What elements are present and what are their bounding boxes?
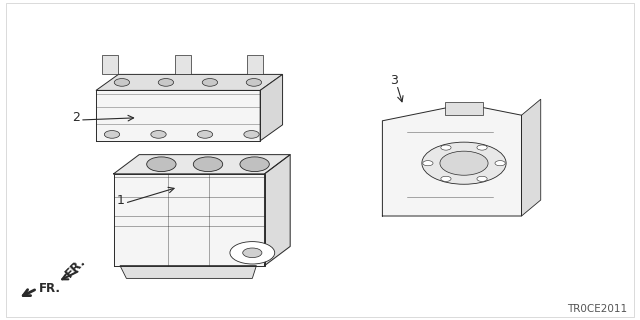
- Text: FR.: FR.: [38, 283, 60, 295]
- Circle shape: [147, 157, 176, 172]
- Circle shape: [151, 131, 166, 138]
- Circle shape: [193, 157, 223, 172]
- Polygon shape: [114, 174, 264, 266]
- Circle shape: [441, 145, 451, 150]
- Polygon shape: [383, 104, 522, 216]
- Circle shape: [230, 242, 275, 264]
- Polygon shape: [96, 91, 260, 141]
- Circle shape: [441, 176, 451, 181]
- Polygon shape: [260, 75, 283, 141]
- Circle shape: [244, 131, 259, 138]
- Circle shape: [495, 161, 505, 166]
- Polygon shape: [114, 155, 290, 174]
- Text: TR0CE2011: TR0CE2011: [567, 304, 627, 314]
- Text: FR.: FR.: [63, 254, 88, 280]
- Text: 1: 1: [117, 194, 125, 207]
- Polygon shape: [175, 55, 191, 75]
- Polygon shape: [102, 55, 118, 75]
- Circle shape: [240, 157, 269, 172]
- Circle shape: [243, 248, 262, 258]
- Circle shape: [477, 176, 487, 181]
- Polygon shape: [96, 75, 283, 91]
- Circle shape: [202, 79, 218, 86]
- Circle shape: [197, 131, 212, 138]
- Circle shape: [477, 145, 487, 150]
- Circle shape: [423, 161, 433, 166]
- Circle shape: [158, 79, 173, 86]
- Text: 2: 2: [72, 111, 79, 124]
- Polygon shape: [120, 266, 257, 278]
- Circle shape: [440, 151, 488, 175]
- Text: 3: 3: [390, 74, 398, 87]
- Circle shape: [422, 142, 506, 184]
- Circle shape: [246, 79, 262, 86]
- Circle shape: [114, 79, 129, 86]
- Polygon shape: [445, 102, 483, 115]
- Circle shape: [104, 131, 120, 138]
- Polygon shape: [522, 99, 541, 216]
- Polygon shape: [247, 55, 263, 75]
- Polygon shape: [264, 155, 290, 266]
